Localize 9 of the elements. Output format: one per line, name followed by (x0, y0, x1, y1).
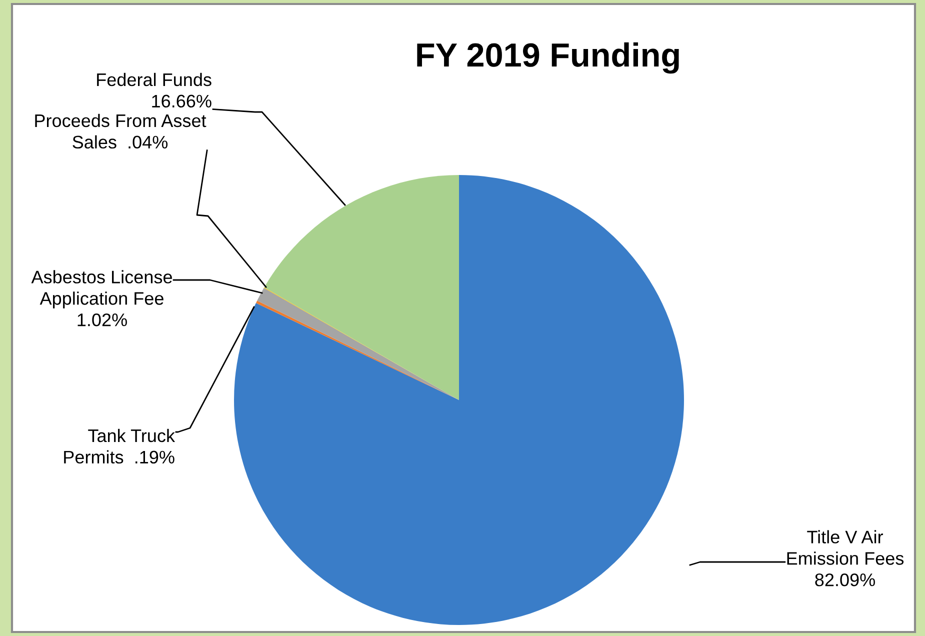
slice-label: Tank Truck Permits .19% (64, 428, 176, 464)
chart-title: FY 2019 Funding (417, 42, 679, 74)
slice-label: Title V Air Emission Fees (787, 530, 904, 565)
data-label: 1.02% (78, 313, 127, 326)
data-label: 16.66% (152, 94, 212, 108)
slice-label: Proceeds From Asset Sales .04% (35, 114, 206, 149)
data-label: 82.09% (815, 573, 875, 586)
slice-label: Federal Funds (97, 72, 212, 86)
slice-label: Asbestos License Application Fee (31, 270, 172, 308)
